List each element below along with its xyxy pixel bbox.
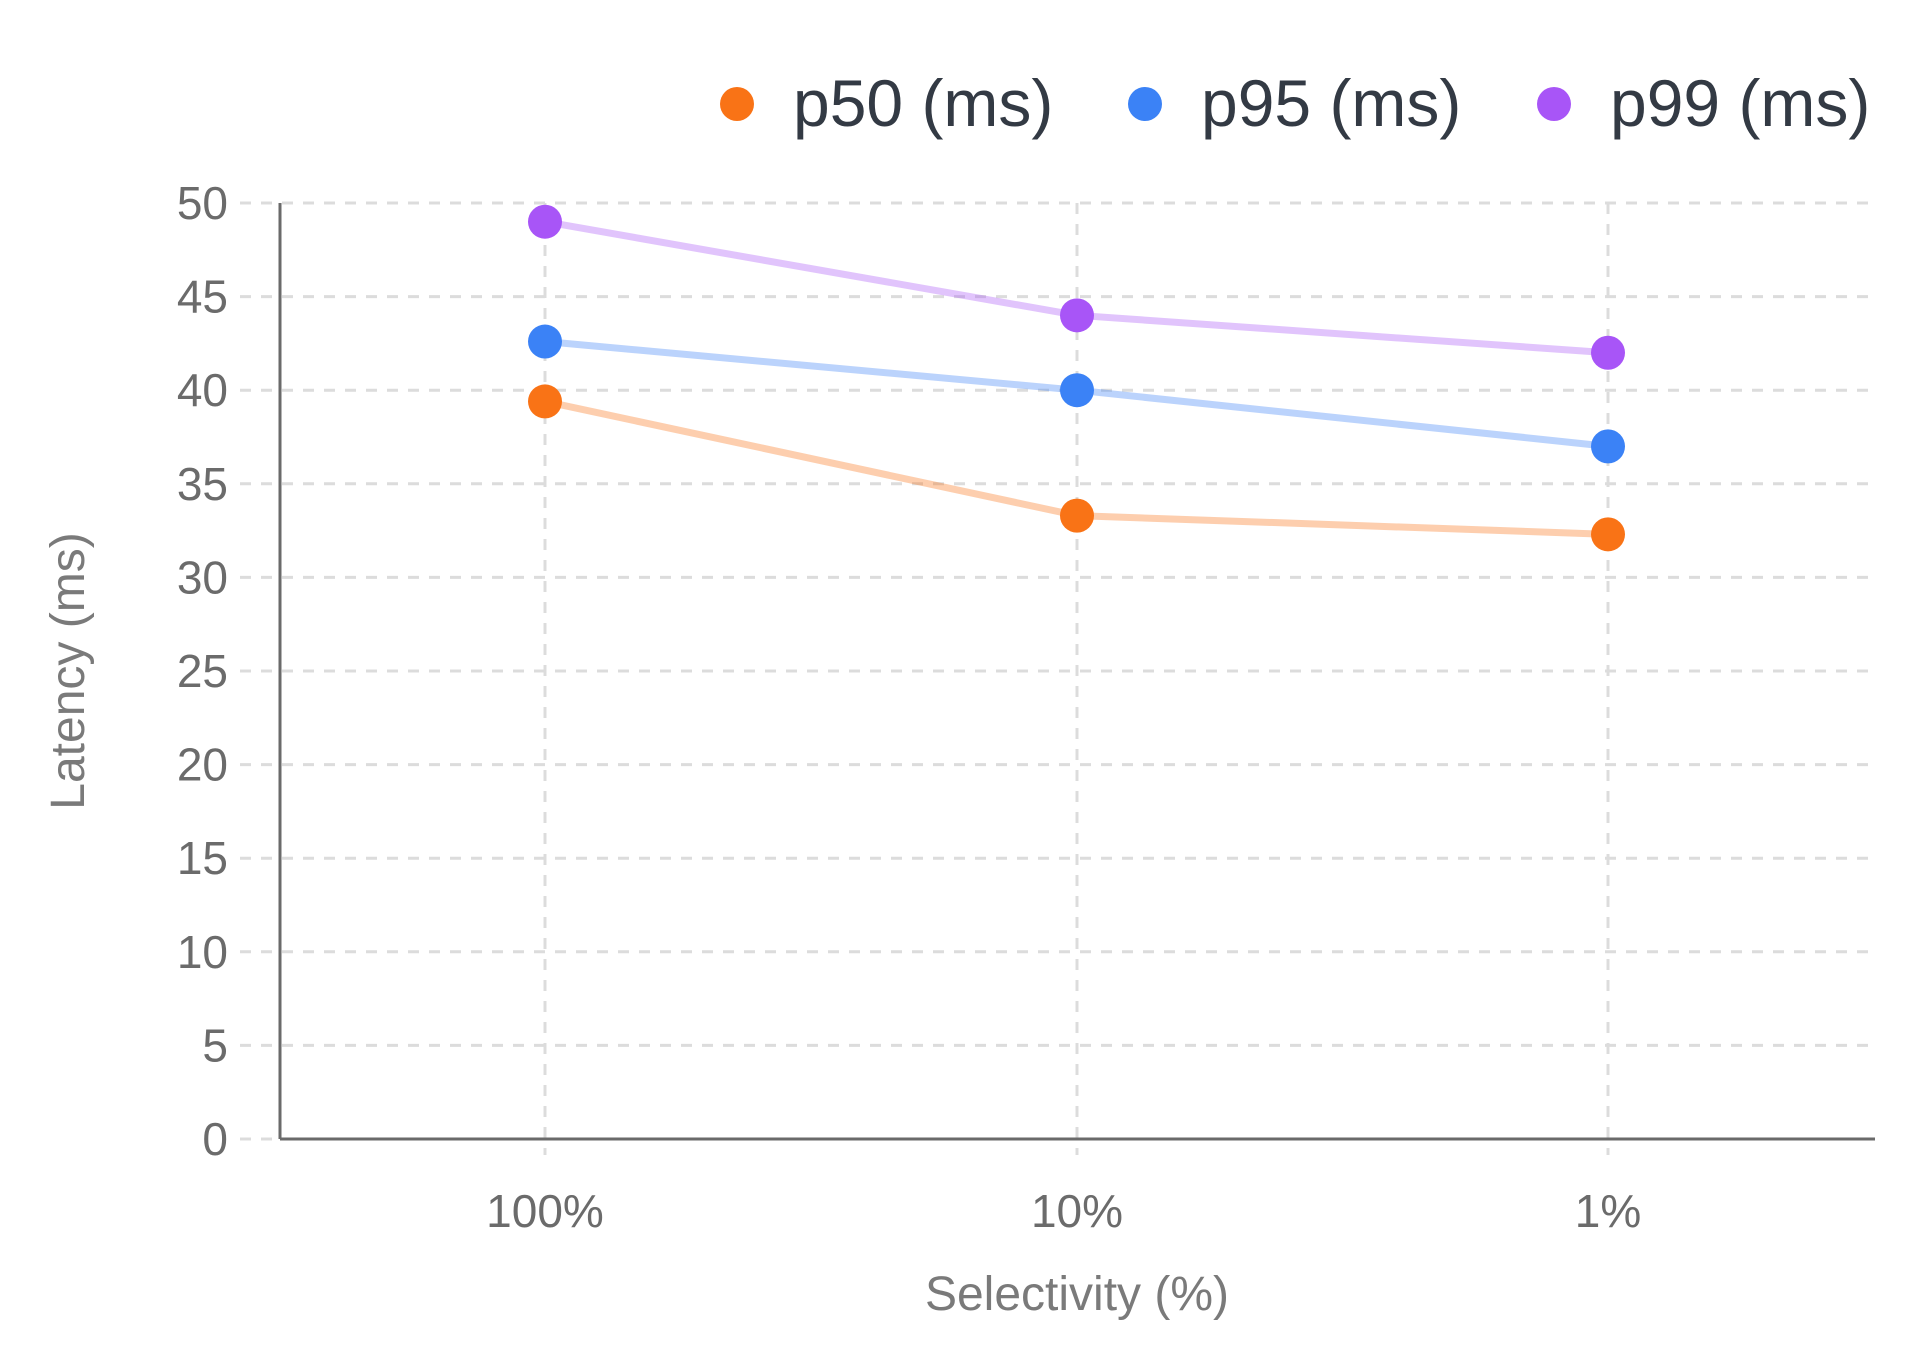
legend-item[interactable]: p50 (ms) [720, 66, 1053, 140]
y-tick-label: 25 [177, 645, 228, 697]
y-tick-label: 50 [177, 177, 228, 229]
y-tick-label: 5 [202, 1019, 228, 1071]
axes [278, 203, 1875, 1141]
data-point[interactable] [528, 204, 562, 239]
legend[interactable]: p50 (ms) p95 (ms) p99 (ms) [720, 66, 1870, 140]
x-tick-label: 10% [1031, 1185, 1123, 1237]
legend-label: p95 (ms) [1201, 66, 1461, 140]
data-point[interactable] [528, 384, 562, 419]
data-point[interactable] [1060, 498, 1094, 533]
y-tick-label: 15 [177, 832, 228, 884]
data-point[interactable] [1591, 335, 1625, 370]
y-axis-title: Latency (ms) [42, 532, 95, 809]
y-tick-label: 10 [177, 926, 228, 978]
series-points [528, 204, 1625, 552]
y-tick-label: 20 [177, 739, 228, 791]
data-point[interactable] [1060, 298, 1094, 333]
legend-marker [1537, 87, 1571, 121]
y-tick-label: 45 [177, 271, 228, 323]
legend-item[interactable]: p99 (ms) [1537, 66, 1870, 140]
y-tick-label: 40 [177, 364, 228, 416]
grid [240, 201, 1875, 1155]
x-axis-title: Selectivity (%) [925, 1268, 1229, 1321]
data-point[interactable] [1591, 429, 1625, 464]
y-tick-label: 0 [202, 1113, 228, 1165]
data-point[interactable] [1060, 373, 1094, 408]
data-point[interactable] [1591, 517, 1625, 552]
x-tick-label: 100% [486, 1185, 604, 1237]
legend-marker [1128, 87, 1162, 121]
legend-label: p99 (ms) [1610, 66, 1870, 140]
y-tick-label: 35 [177, 458, 228, 510]
legend-marker [720, 87, 754, 121]
tick-labels: 0 5 10 15 20 25 30 35 40 45 50 100% 10% 1% [177, 177, 1641, 1237]
legend-item[interactable]: p95 (ms) [1128, 66, 1461, 140]
legend-label: p50 (ms) [793, 66, 1053, 140]
y-tick-label: 30 [177, 551, 228, 603]
data-point[interactable] [528, 324, 562, 359]
x-tick-label: 1% [1575, 1185, 1641, 1237]
